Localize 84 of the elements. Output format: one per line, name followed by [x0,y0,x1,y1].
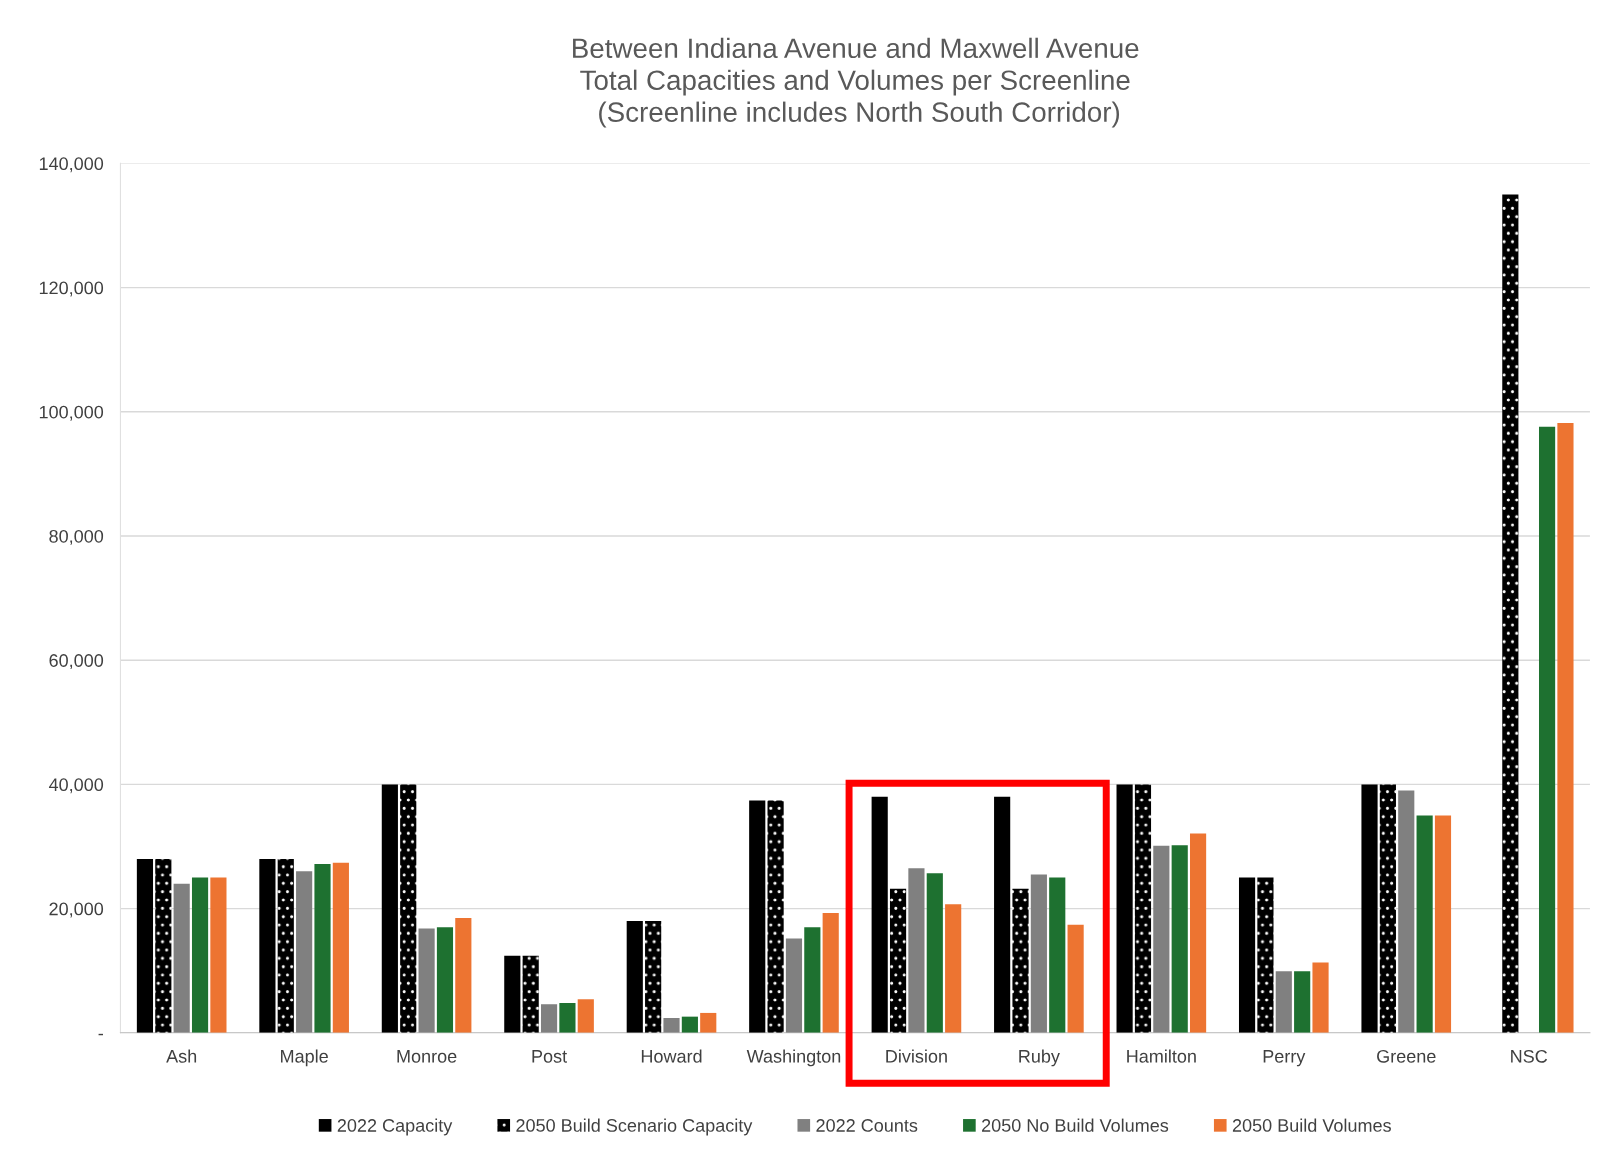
bar [749,800,766,1033]
bar [663,1017,680,1033]
y-tick-label: 60,000 [49,654,104,670]
bar [259,858,276,1033]
bar [1257,877,1274,1033]
bar [889,888,907,1033]
x-tick-label: Division [886,1049,947,1063]
bar [277,858,294,1033]
bar [577,999,594,1033]
x-tick-label: Ruby [1019,1049,1060,1067]
x-tick-label: Post [532,1050,567,1063]
legend-label: 2050 No Build Volumes [982,1118,1169,1132]
bar [1275,971,1292,1033]
bar [191,877,209,1033]
bar [994,796,1011,1033]
bar [1238,877,1256,1033]
legend-label: 2050 Build Scenario Capacity [516,1118,753,1136]
bar [1153,845,1170,1033]
bar [381,784,398,1033]
x-tick-label: Hamilton [1127,1049,1196,1063]
y-tick-label: 80,000 [49,529,104,545]
legend-label: 2022 Counts [816,1119,918,1132]
x-tick-label: Maple [281,1049,328,1067]
bar [1012,888,1029,1033]
x-tick-label: Monroe [397,1050,457,1063]
x-tick-label: Washington [746,1049,841,1067]
bar [785,938,803,1033]
bar [210,877,227,1033]
bar [645,921,662,1033]
bar [1361,784,1378,1033]
bar [1557,422,1574,1033]
bar [908,868,925,1033]
bar [804,927,821,1033]
x-tick-label: NSC [1511,1049,1548,1063]
bar [296,871,313,1033]
bar [540,1004,558,1033]
y-tick-label: 140,000 [39,157,104,173]
bar [1116,784,1133,1033]
bar [314,863,331,1033]
x-tick-label: Greene [1377,1049,1436,1063]
bar [926,873,943,1033]
bar [455,917,472,1033]
y-tick-label: 120,000 [39,281,104,297]
bar [945,904,962,1033]
bar [155,858,172,1033]
bar [871,796,888,1033]
bar [1416,815,1433,1033]
bar [1189,833,1207,1033]
bar [1398,790,1415,1033]
x-tick-label: Howard [641,1049,702,1063]
x-tick-label: Ash [166,1049,197,1063]
y-tick-label: 40,000 [48,778,104,794]
x-tick-label: Perry [1263,1050,1306,1067]
bar [700,1012,717,1033]
bar [1539,426,1556,1033]
bar [767,800,784,1033]
bar [1434,815,1452,1033]
bar [418,928,435,1033]
bar [1502,194,1519,1033]
bar [504,955,521,1033]
y-tick-label: 100,000 [39,405,104,421]
bar [626,921,643,1033]
bar [522,955,539,1033]
bar [1171,845,1188,1033]
bar [332,862,349,1033]
bar [822,912,839,1033]
bar [1049,877,1066,1033]
bar [136,858,154,1033]
legend-label: 2022 Capacity [337,1118,453,1136]
bar [1312,962,1329,1033]
bar [681,1016,698,1033]
bar [1067,924,1084,1033]
y-tick-label: 20,000 [49,902,104,918]
bar [173,883,190,1033]
legend-label: 2050 Build Volumes [1232,1118,1391,1132]
bar [1379,784,1396,1033]
bar [1294,971,1311,1033]
bar [436,927,454,1033]
bar [400,784,417,1033]
chart-title: Between Indiana Avenue and Maxwell Avenue Total Capacities and Volumes per Screenline (Screenline includes North South Corridor) [573,37,1139,128]
y-tick-label: - [98,1033,103,1036]
bar [559,1002,576,1033]
bar [1030,874,1047,1033]
bar [1134,784,1152,1033]
